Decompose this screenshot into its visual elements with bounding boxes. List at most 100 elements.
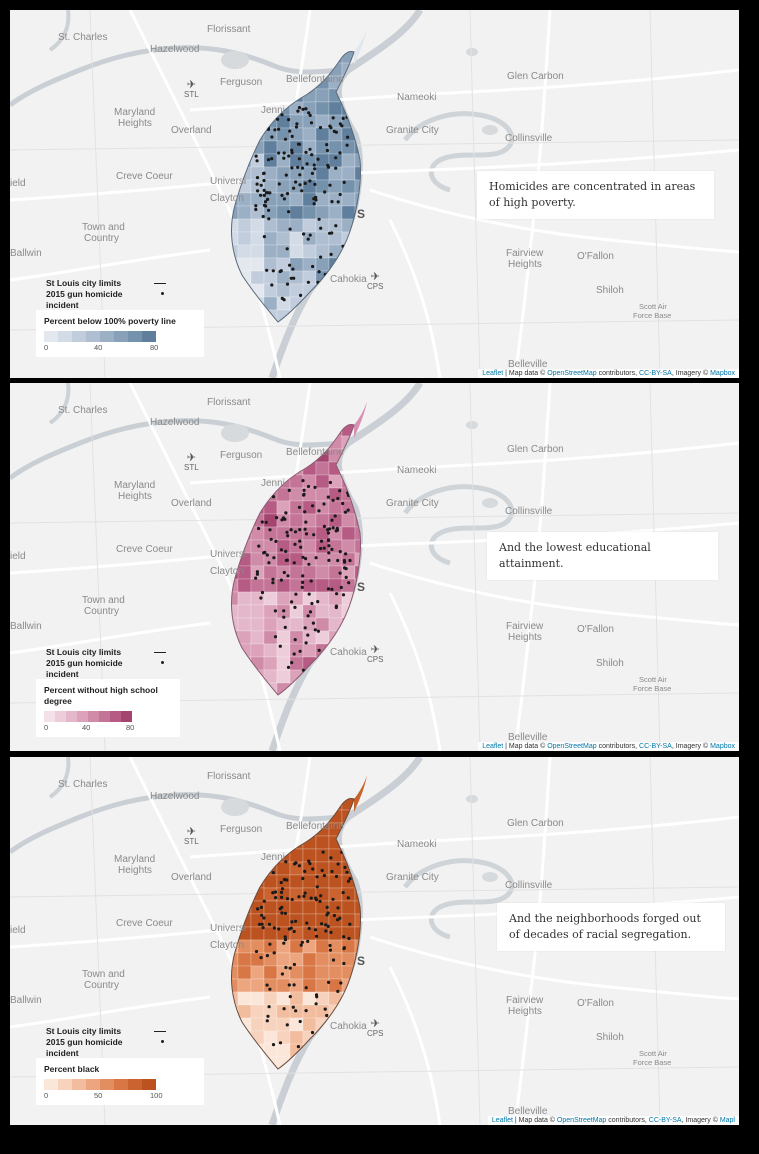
homicide-dot — [268, 942, 272, 946]
homicide-dot — [317, 217, 321, 221]
census-tract — [289, 798, 304, 811]
census-tract — [302, 1030, 317, 1045]
census-tract — [237, 887, 252, 902]
place-label: St. Charles — [58, 779, 108, 790]
leaflet-link[interactable]: Leaflet — [491, 1117, 513, 1124]
place-label: Granite City — [386, 872, 439, 883]
missouri-river — [10, 418, 341, 481]
homicide-dot — [313, 928, 318, 932]
map-panel-2[interactable]: St. Charles Hazelwood Florissant Ferguso… — [10, 383, 739, 751]
census-tract — [237, 991, 252, 1006]
census-tract — [231, 101, 239, 116]
city-limits-outline — [230, 51, 361, 323]
census-tract — [231, 474, 239, 489]
ramp-swatch — [44, 331, 58, 342]
homicide-dot — [298, 649, 302, 653]
mapbox-link[interactable]: Mapbox — [710, 370, 735, 377]
place-label: Creve Coeur — [116, 918, 173, 929]
census-tract — [315, 798, 330, 811]
census-tract — [341, 526, 356, 541]
homicide-dot — [276, 117, 280, 121]
cc-by-sa-link[interactable]: CC-BY-SA — [648, 1117, 682, 1124]
osm-link[interactable]: OpenStreetMap — [556, 1117, 607, 1124]
census-tract — [328, 552, 343, 567]
census-tract — [250, 835, 265, 850]
homicide-dot — [308, 179, 312, 183]
story-caption: And the lowest educational attainment. — [487, 532, 718, 580]
homicide-dot — [327, 538, 331, 542]
map-panel-1[interactable]: St. Charles Hazelwood Florissant Ferguso… — [10, 10, 739, 378]
census-tract — [341, 835, 356, 850]
census-tract — [237, 296, 252, 311]
cc-by-sa-link[interactable]: CC-BY-SA — [639, 743, 672, 750]
homicide-dot — [257, 922, 262, 926]
homicide-dot — [330, 1032, 334, 1036]
census-tract — [341, 1004, 356, 1019]
census-tract — [315, 51, 330, 64]
homicide-dot — [263, 492, 267, 497]
homicide-dot — [315, 875, 319, 879]
airport-label: CPS — [367, 655, 384, 664]
ramp-swatch — [77, 711, 88, 722]
census-tract — [315, 166, 330, 181]
homicide-dot — [283, 878, 287, 882]
osm-link[interactable]: OpenStreetMap — [547, 370, 597, 377]
place-label: Glen Carbon — [507, 818, 564, 829]
place-label: Overland — [171, 872, 212, 883]
census-tract — [231, 309, 239, 323]
census-tract — [237, 1056, 252, 1070]
census-tract — [354, 127, 361, 142]
mapbox-link[interactable]: Mapl — [719, 1117, 735, 1124]
place-label: Hazelwood — [150, 791, 200, 802]
homicide-dot — [286, 665, 291, 669]
place-label: Hazelwood — [150, 44, 200, 55]
homicide-dot — [334, 224, 338, 228]
homicide-dot — [339, 585, 343, 590]
leaflet-link[interactable]: Leaflet — [482, 743, 504, 750]
census-tract — [250, 552, 265, 567]
census-tract — [276, 669, 291, 684]
homicide-dot — [313, 628, 317, 632]
homicide-dot — [266, 197, 270, 201]
homicide-dot — [256, 853, 260, 857]
census-tract — [354, 62, 361, 77]
mapbox-link[interactable]: Mapbox — [710, 743, 735, 750]
census-tract — [289, 835, 304, 850]
osm-link[interactable]: OpenStreetMap — [547, 743, 597, 750]
census-tract — [264, 1070, 277, 1083]
homicide-dot — [288, 227, 292, 231]
homicide-dot — [274, 539, 278, 543]
census-tract — [341, 257, 356, 272]
map-panel-3[interactable]: St. Charles Hazelwood Florissant Ferguso… — [10, 757, 739, 1125]
place-label: ield — [10, 178, 26, 189]
homicide-dot — [316, 629, 320, 633]
place-label: Jenni — [261, 478, 285, 489]
legend-city-limits-label: St Louis city limits — [46, 1026, 122, 1036]
census-tract — [276, 1043, 291, 1058]
census-tract — [341, 296, 356, 311]
homicide-dot — [301, 574, 305, 578]
leaflet-link[interactable]: Leaflet — [482, 370, 504, 377]
census-tract — [263, 75, 278, 90]
census-tract — [315, 309, 330, 323]
homicide-dot — [298, 1019, 302, 1024]
map-attribution: Leaflet | Map data © OpenStreetMap contr… — [478, 369, 739, 378]
legend-city-limits: St Louis city limits — [46, 647, 176, 658]
census-tract — [289, 952, 304, 967]
homicide-dot — [284, 965, 288, 970]
legend-homicide-label-2: incident — [46, 1048, 79, 1058]
place-label: Fairview — [506, 621, 544, 632]
census-tract — [231, 244, 239, 259]
homicide-dot — [307, 592, 311, 596]
census-tract — [290, 323, 303, 336]
homicide-dot — [305, 162, 309, 166]
census-tract — [328, 952, 343, 967]
census-tract — [315, 127, 330, 142]
census-tract — [231, 848, 239, 863]
homicide-dot — [290, 920, 294, 924]
cc-by-sa-link[interactable]: CC-BY-SA — [639, 370, 672, 377]
legend-homicide-label: 2015 gun homicide — [46, 289, 123, 299]
census-tract — [237, 205, 252, 220]
homicide-dot — [327, 544, 331, 548]
airport-stl: ✈ STL — [184, 827, 199, 847]
